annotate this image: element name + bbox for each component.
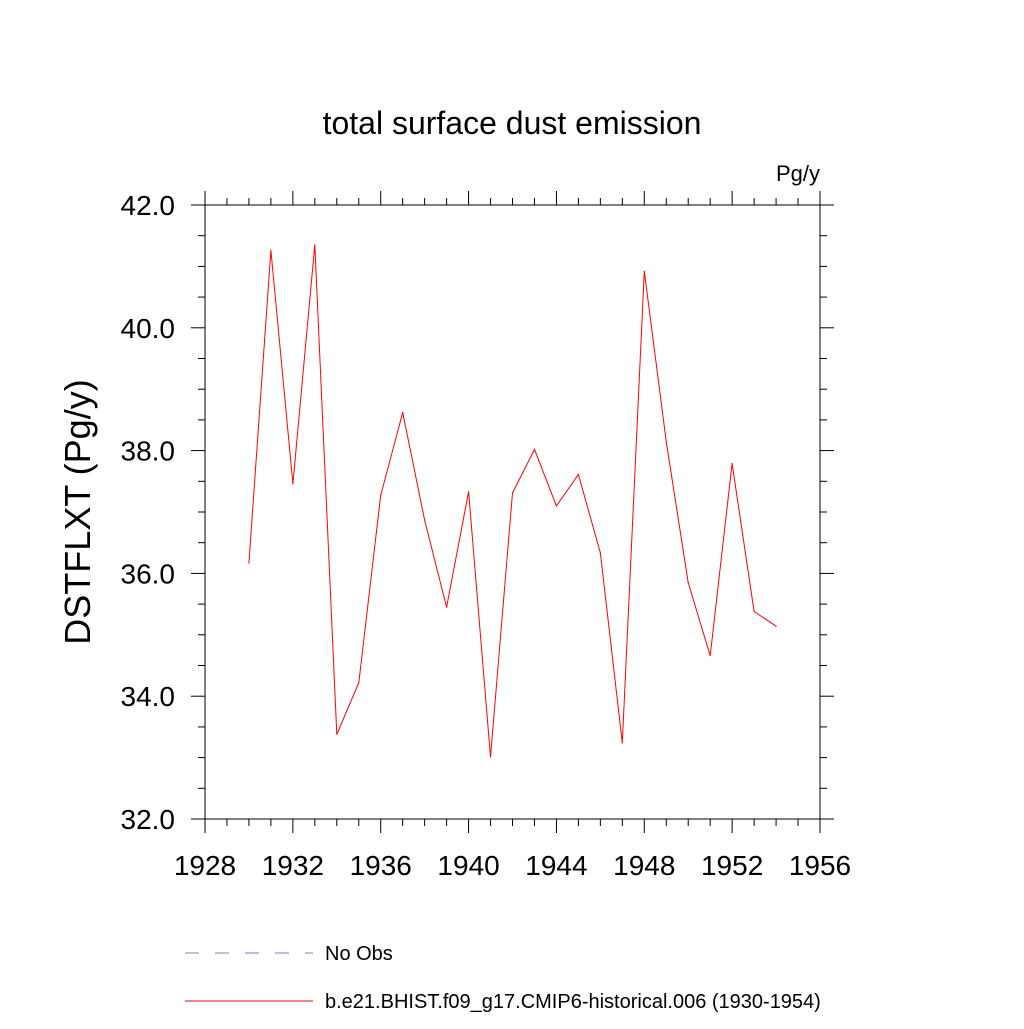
data-point — [380, 494, 382, 497]
legend: No Obs b.e21.BHIST.f09_g17.CMIP6-historic… — [185, 943, 821, 1013]
y-tick-label: 32.0 — [121, 804, 176, 835]
data-point — [446, 606, 448, 608]
data-point — [687, 582, 689, 584]
y-axis-label: DSTFLXT (Pg/y) — [57, 379, 98, 644]
y-tick-label: 38.0 — [121, 436, 176, 467]
data-point — [577, 473, 579, 476]
data-point — [643, 270, 645, 272]
y-axis-ticks: 32.0 34.0 36.0 38.0 40.0 42.0 — [121, 190, 834, 835]
data-point — [270, 249, 272, 252]
y-tick-label: 40.0 — [121, 313, 176, 344]
plot-frame — [204, 204, 821, 820]
data-point — [555, 505, 558, 507]
data-point — [709, 655, 711, 657]
legend-label: No Obs — [325, 943, 393, 965]
data-point — [599, 552, 601, 554]
x-tick-label: 1948 — [613, 850, 675, 881]
x-tick-label: 1932 — [262, 850, 324, 881]
series-layer — [248, 244, 777, 758]
data-point — [511, 492, 514, 494]
data-point — [775, 625, 777, 627]
series-line — [248, 244, 777, 758]
legend-label: b.e21.BHIST.f09_g17.CMIP6-historical.006… — [325, 991, 821, 1013]
data-point — [336, 733, 338, 735]
x-tick-label: 1952 — [701, 850, 763, 881]
data-point — [314, 244, 316, 246]
data-point — [292, 483, 294, 485]
data-point — [753, 610, 755, 613]
data-point — [424, 519, 426, 521]
data-point — [467, 491, 470, 493]
data-point — [402, 411, 404, 414]
x-tick-label: 1928 — [174, 850, 236, 881]
data-point — [533, 448, 536, 450]
y-tick-label: 42.0 — [121, 190, 176, 221]
y-tick-label: 34.0 — [121, 681, 176, 712]
data-point — [489, 756, 492, 758]
units-label: Pg/y — [776, 161, 820, 186]
data-point — [248, 562, 250, 564]
data-point — [621, 742, 623, 744]
data-point — [665, 441, 667, 443]
x-tick-label: 1944 — [525, 850, 587, 881]
data-point — [358, 682, 360, 684]
x-tick-label: 1936 — [350, 850, 412, 881]
data-point — [731, 462, 733, 465]
x-tick-label: 1940 — [437, 850, 499, 881]
y-tick-label: 36.0 — [121, 558, 176, 589]
x-axis-ticks: 1928 1932 1936 1940 1944 1948 1952 1956 — [174, 191, 851, 881]
x-tick-label: 1956 — [789, 850, 851, 881]
chart-title: total surface dust emission — [323, 105, 702, 141]
